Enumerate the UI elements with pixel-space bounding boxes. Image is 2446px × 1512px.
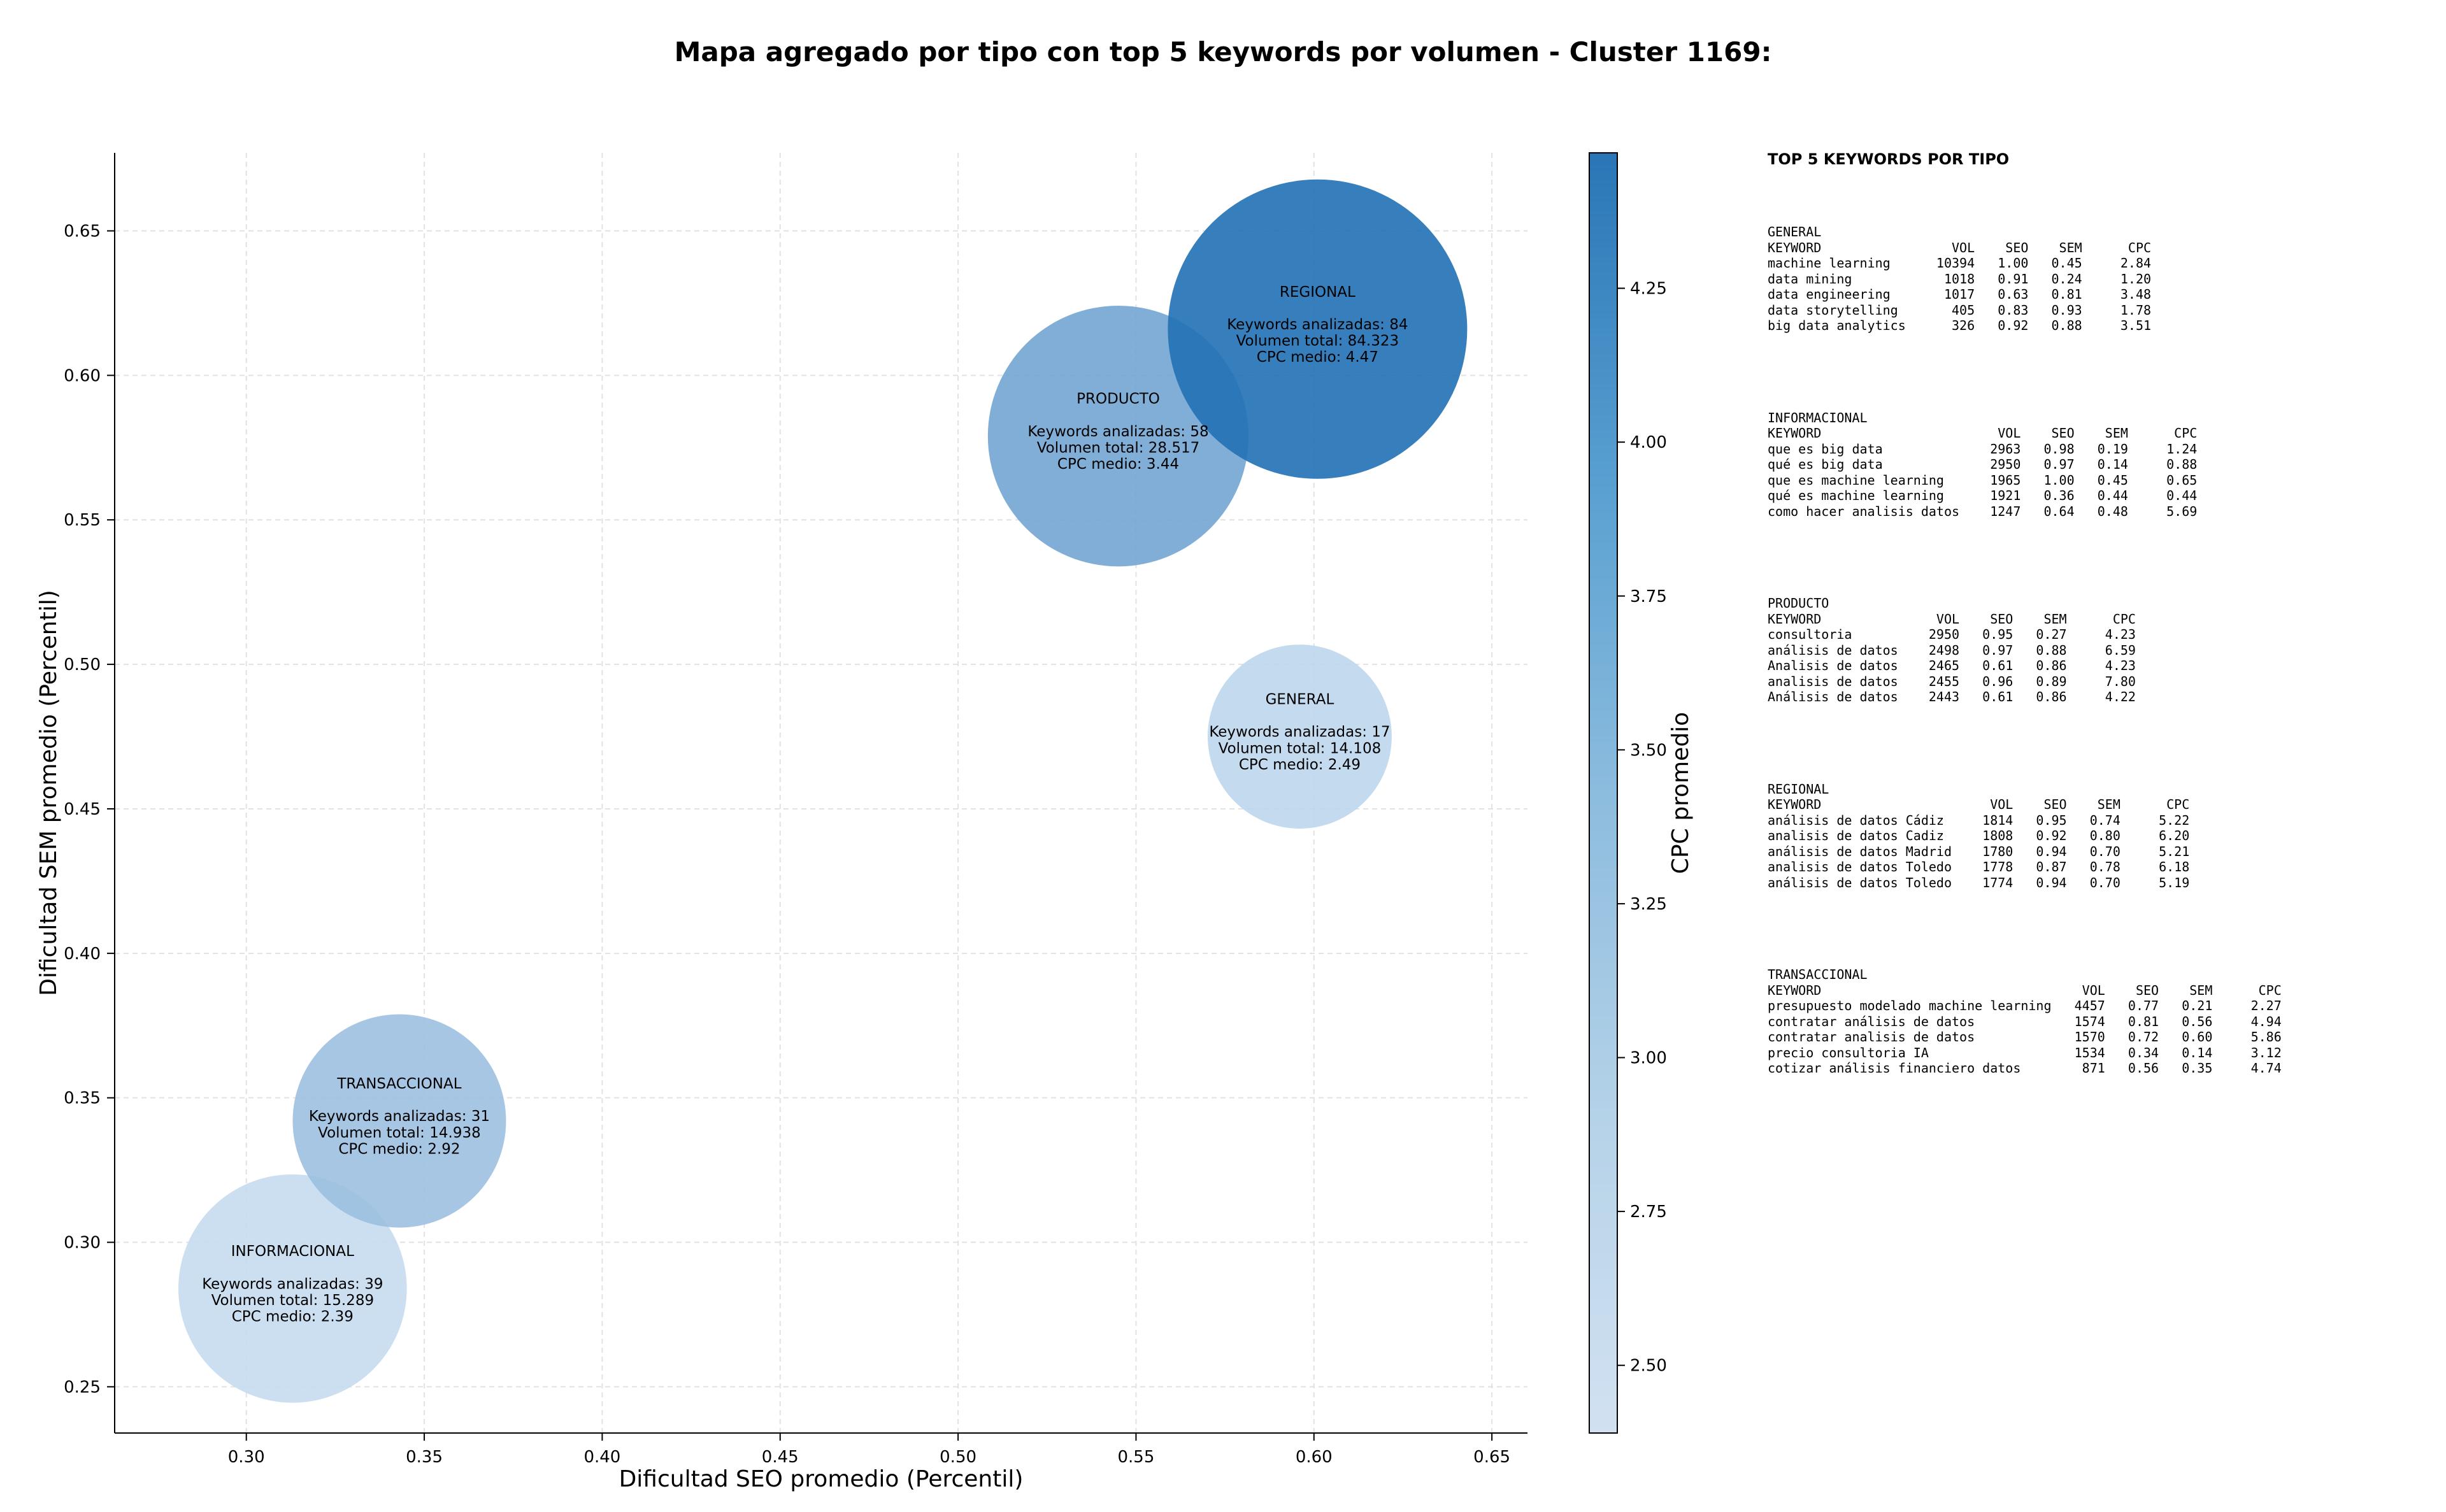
y-tick-label: 0.35 [64, 1089, 101, 1108]
y-tick-label: 0.50 [64, 655, 101, 674]
y-tick-label: 0.30 [64, 1234, 101, 1253]
x-tick-label: 0.35 [406, 1448, 443, 1467]
bubble-informacional [178, 1174, 407, 1403]
x-tick-label: 0.45 [762, 1448, 799, 1467]
bubble-regional [1168, 179, 1468, 479]
colorbar-tick-label: 2.75 [1630, 1202, 1667, 1222]
colorbar-label: CPC promedio [1668, 712, 1694, 874]
x-tick-label: 0.40 [583, 1448, 620, 1467]
x-tick-label: 0.55 [1117, 1448, 1154, 1467]
chart-title: Mapa agregado por tipo con top 5 keyword… [675, 36, 1772, 68]
keyword-table-general: GENERAL KEYWORD VOL SEO SEM CPC machine … [1768, 224, 2430, 334]
bubble-general [1207, 645, 1392, 829]
x-tick-label: 0.65 [1473, 1448, 1510, 1467]
bubble-label-regional: REGIONAL Keywords analizadas: 84 Volumen … [1227, 284, 1408, 366]
x-ticks: 0.30 0.35 0.40 0.45 0.50 0.55 0.60 0.65 [228, 1433, 1510, 1467]
x-axis-label: Dificultad SEO promedio (Percentil) [619, 1466, 1024, 1492]
bubble-label-general: GENERAL Keywords analizadas: 17 Volumen t… [1209, 692, 1390, 773]
bubble-label-producto: PRODUCTO Keywords analizadas: 58 Volumen … [1027, 391, 1208, 473]
y-tick-label: 0.60 [64, 366, 101, 385]
colorbar-tick-label: 4.00 [1630, 433, 1667, 452]
y-tick-label: 0.40 [64, 945, 101, 964]
x-tick-label: 0.50 [940, 1448, 976, 1467]
colorbar-tick-label: 4.25 [1630, 280, 1667, 299]
keyword-table-producto: PRODUCTO KEYWORD VOL SEO SEM CPC consult… [1768, 596, 2430, 705]
colorbar-tick-label: 3.75 [1630, 587, 1667, 606]
colorbar-ticks: 2.50 2.75 3.00 3.25 3.50 3.75 4.00 4.25 [1617, 280, 1667, 1376]
keyword-table-text: REGIONAL KEYWORD VOL SEO SEM CPC análisi… [1768, 781, 2190, 890]
bubbles [178, 179, 1468, 1403]
colorbar-tick-label: 3.00 [1630, 1049, 1667, 1068]
bubble-labels: GENERAL Keywords analizadas: 17 Volumen t… [202, 284, 1408, 1325]
x-tick-label: 0.30 [228, 1448, 265, 1467]
x-tick-label: 0.60 [1296, 1448, 1333, 1467]
keyword-table-text: PRODUCTO KEYWORD VOL SEO SEM CPC consult… [1768, 596, 2136, 704]
y-axis-label: Dificultad SEM promedio (Percentil) [36, 590, 62, 996]
colorbar-tick-label: 3.25 [1630, 895, 1667, 914]
y-ticks: 0.25 0.30 0.35 0.40 0.45 0.50 0.55 0.60 0.65 [64, 222, 115, 1397]
keyword-table-text: TRANSACCIONAL KEYWORD VOL SEO SEM CPC pr… [1768, 967, 2282, 1076]
y-tick-label: 0.25 [64, 1378, 101, 1397]
colorbar [1589, 152, 1618, 1434]
keyword-table-regional: REGIONAL KEYWORD VOL SEO SEM CPC análisi… [1768, 781, 2430, 891]
y-tick-label: 0.45 [64, 800, 101, 819]
keyword-table-text: INFORMACIONAL KEYWORD VOL SEO SEM CPC qu… [1768, 410, 2198, 519]
bubble-label-transaccional: TRANSACCIONAL Keywords analizadas: 31 Vol… [309, 1076, 490, 1157]
keyword-table-transaccional: TRANSACCIONAL KEYWORD VOL SEO SEM CPC pr… [1768, 967, 2430, 1076]
panel-title: TOP 5 KEYWORDS POR TIPO [1768, 150, 2010, 168]
y-tick-label: 0.55 [64, 511, 101, 530]
keyword-table-informacional: INFORMACIONAL KEYWORD VOL SEO SEM CPC qu… [1768, 410, 2430, 520]
bubble-transaccional [292, 1014, 506, 1228]
keyword-table-text: GENERAL KEYWORD VOL SEO SEM CPC machine … [1768, 224, 2152, 333]
colorbar-tick-label: 2.50 [1630, 1357, 1667, 1376]
bubble-label-informacional: INFORMACIONAL Keywords analizadas: 39 Vol… [202, 1243, 383, 1325]
colorbar-tick-label: 3.50 [1630, 741, 1667, 760]
y-tick-label: 0.65 [64, 222, 101, 241]
top-keywords-panel: TOP 5 KEYWORDS POR TIPO GENERAL KEYWORD … [1768, 150, 2430, 1153]
